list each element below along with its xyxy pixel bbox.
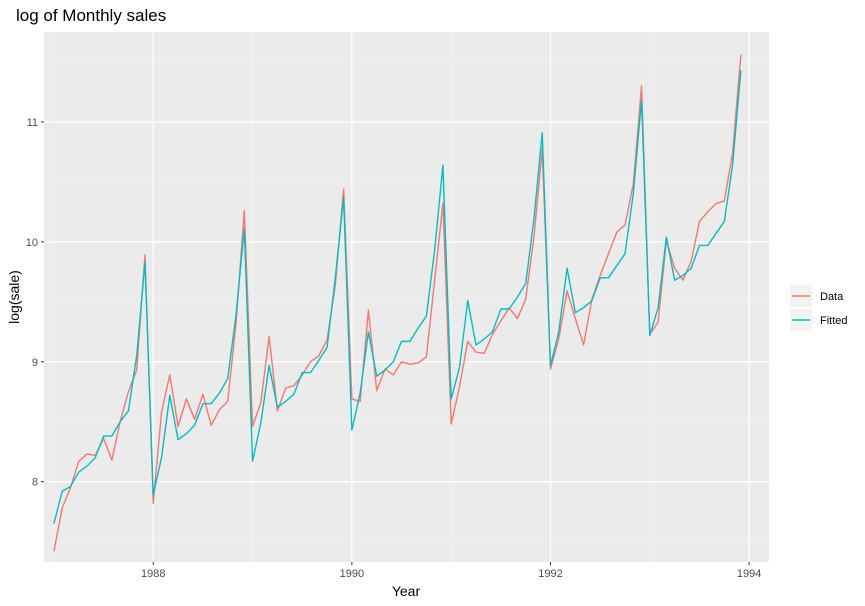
x-axis: 1988 1990 1992 1994 (141, 562, 761, 580)
series-line-fitted (53, 70, 742, 524)
y-tick-label: 8 (32, 477, 38, 489)
series-line-data (53, 54, 742, 552)
chart-title: log of Monthly sales (16, 6, 166, 25)
legend: Data Fitted (790, 285, 848, 331)
y-tick-label: 9 (32, 357, 38, 369)
y-axis: 8 9 10 11 (26, 117, 44, 489)
grid-major (44, 32, 769, 562)
series-lines (53, 54, 742, 552)
x-tick-label: 1990 (340, 568, 364, 580)
legend-label: Fitted (820, 315, 848, 327)
x-tick-label: 1992 (538, 568, 562, 580)
x-tick-label: 1994 (737, 568, 761, 580)
y-tick-label: 10 (26, 237, 38, 249)
y-tick-label: 11 (27, 117, 38, 129)
legend-label: Data (820, 291, 844, 303)
x-axis-title: Year (392, 583, 421, 599)
x-tick-label: 1988 (141, 568, 165, 580)
y-axis-title: log(sale) (6, 270, 22, 324)
